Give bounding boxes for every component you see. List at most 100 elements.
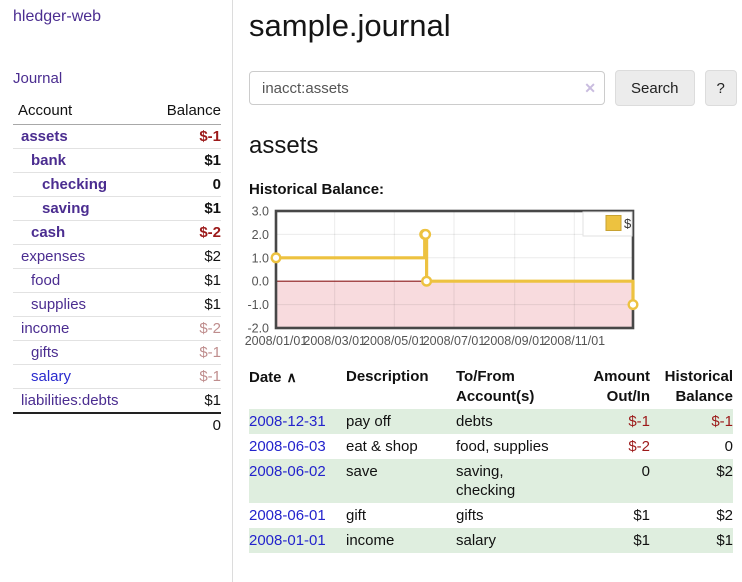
transaction-balance: $1 <box>716 532 733 549</box>
account-link-assets[interactable]: assets <box>21 128 68 145</box>
transaction-accounts: food, supplies <box>456 438 549 455</box>
chart-xtick-label: 2008/01/01 <box>245 334 308 348</box>
chart-ytick-label: 3.0 <box>252 205 269 219</box>
chart-xtick-label: 2008/11/01 <box>543 334 605 348</box>
account-link-salary[interactable]: salary <box>31 368 72 385</box>
transaction-description: income <box>346 532 395 549</box>
transaction-row: 2008-01-01 income salary $1 $1 <box>249 528 733 553</box>
transaction-date-link[interactable]: 2008-12-31 <box>249 413 326 430</box>
transactions-header-date[interactable]: Date <box>249 369 282 386</box>
account-balance: $-1 <box>150 364 221 389</box>
transaction-date-link[interactable]: 2008-06-01 <box>249 507 326 524</box>
historical-balance-chart: 3.0 2.0 1.0 0.0 -1.0 -2.0 2008/01/01 2008/03/01… <box>238 203 738 351</box>
transaction-row: 2008-12-31 pay off debts $-1 $-1 <box>249 409 733 434</box>
account-row: liabilities:debts $1 <box>13 388 221 413</box>
transactions-header-balance: Historical Balance <box>664 368 733 405</box>
app-title-link[interactable]: hledger-web <box>13 8 102 25</box>
search-input[interactable] <box>249 71 605 105</box>
account-balance: $1 <box>150 268 221 293</box>
account-balance: $-1 <box>150 340 221 365</box>
transaction-accounts: debts <box>456 413 493 430</box>
transaction-description: pay off <box>346 413 391 430</box>
chart-ytick-label: 1.0 <box>252 251 269 265</box>
transaction-date-link[interactable]: 2008-06-02 <box>249 463 326 480</box>
transactions-header-description: Description <box>346 368 429 385</box>
sort-ascending-icon[interactable]: ∧ <box>286 369 297 385</box>
account-row: checking 0 <box>13 172 221 197</box>
transaction-row: 2008-06-01 gift gifts $1 $2 <box>249 503 733 528</box>
page-title: sample.journal <box>249 8 451 43</box>
search-button[interactable]: Search <box>615 70 695 106</box>
account-balance: $-2 <box>150 316 221 341</box>
accounts-total-row: 0 <box>13 412 221 437</box>
chart-xtick-label: 2008/09/01 <box>483 334 546 348</box>
transaction-balance: $2 <box>716 463 733 480</box>
transaction-amount: 0 <box>641 463 650 480</box>
accounts-total-spacer <box>13 412 151 437</box>
account-row: food $1 <box>13 268 221 293</box>
account-link-checking[interactable]: checking <box>42 176 108 193</box>
account-balance: $2 <box>150 244 221 269</box>
account-row: salary $-1 <box>13 364 221 389</box>
account-link-income[interactable]: income <box>21 320 70 337</box>
help-button[interactable]: ? <box>704 70 737 106</box>
account-link-supplies[interactable]: supplies <box>31 296 87 313</box>
account-row: cash $-2 <box>13 220 221 245</box>
transaction-date-link[interactable]: 2008-06-03 <box>249 438 326 455</box>
transaction-accounts: gifts <box>456 507 484 524</box>
transaction-description: save <box>346 463 378 480</box>
transactions-header-amount: Amount Out/In <box>593 368 650 405</box>
account-balance: $1 <box>150 148 221 173</box>
account-link-bank[interactable]: bank <box>31 152 67 169</box>
chart-data-point <box>627 299 639 311</box>
transaction-accounts: saving, checking <box>456 463 516 499</box>
chart-ytick-label: -2.0 <box>247 322 269 336</box>
transaction-date-link[interactable]: 2008-01-01 <box>249 532 326 549</box>
accounts-table: Account Balance assets $-1 bank $1 checking 0… <box>13 100 221 437</box>
transaction-balance: $2 <box>716 507 733 524</box>
chart-data-point <box>421 275 433 287</box>
account-link-saving[interactable]: saving <box>42 200 90 217</box>
transactions-header-account: To/From Account(s) <box>456 368 535 405</box>
chart-ytick-label: 2.0 <box>252 228 269 242</box>
account-balance: $1 <box>150 292 221 317</box>
chart-xtick-label: 2008/07/01 <box>423 334 486 348</box>
transaction-row: 2008-06-02 save saving, checking 0 $2 <box>249 459 733 503</box>
transaction-amount: $-2 <box>628 438 650 455</box>
account-link-expenses[interactable]: expenses <box>21 248 86 265</box>
transaction-balance: $-1 <box>711 413 733 430</box>
account-row: income $-2 <box>13 316 221 341</box>
account-balance: $1 <box>150 196 221 221</box>
search-box: ✕ <box>249 71 605 105</box>
accounts-header-account: Account <box>13 100 151 125</box>
account-balance: 0 <box>150 172 221 197</box>
clear-search-icon[interactable]: ✕ <box>584 80 596 96</box>
account-balance: $-1 <box>199 128 221 145</box>
main-content: sample.journal ✕ Search ? assets Histori… <box>233 0 742 582</box>
transactions-header-row: Date ∧ Description To/From Account(s) Amo… <box>249 365 733 409</box>
transaction-amount: $1 <box>633 532 650 549</box>
account-row: expenses $2 <box>13 244 221 269</box>
account-row: supplies $1 <box>13 292 221 317</box>
chart-title: Historical Balance: <box>249 181 385 198</box>
chart-border <box>274 209 635 330</box>
chart-svg: 3.0 2.0 1.0 0.0 -1.0 -2.02008/01/012008/03/01… <box>245 205 639 348</box>
transactions-table: Date ∧ Description To/From Account(s) Amo… <box>249 365 733 553</box>
search-form: ✕ Search ? <box>249 70 738 106</box>
account-link-food[interactable]: food <box>31 272 61 289</box>
chart-ytick-label: 0.0 <box>252 275 269 289</box>
sidebar-item-journal[interactable]: Journal <box>13 70 63 87</box>
accounts-total-balance: 0 <box>150 412 221 437</box>
chart-xtick-label: 2008/03/01 <box>303 334 366 348</box>
account-link-liabilities-debts[interactable]: liabilities:debts <box>21 392 119 409</box>
account-row: gifts $-1 <box>13 340 221 365</box>
transaction-amount: $1 <box>633 507 650 524</box>
account-link-gifts[interactable]: gifts <box>31 344 59 361</box>
transaction-accounts: salary <box>456 532 497 549</box>
account-balance: $-2 <box>150 220 221 245</box>
transaction-balance: 0 <box>724 438 733 455</box>
account-row: assets $-1 <box>13 125 221 149</box>
account-link-cash[interactable]: cash <box>31 224 66 241</box>
chart-data-point <box>270 252 282 264</box>
